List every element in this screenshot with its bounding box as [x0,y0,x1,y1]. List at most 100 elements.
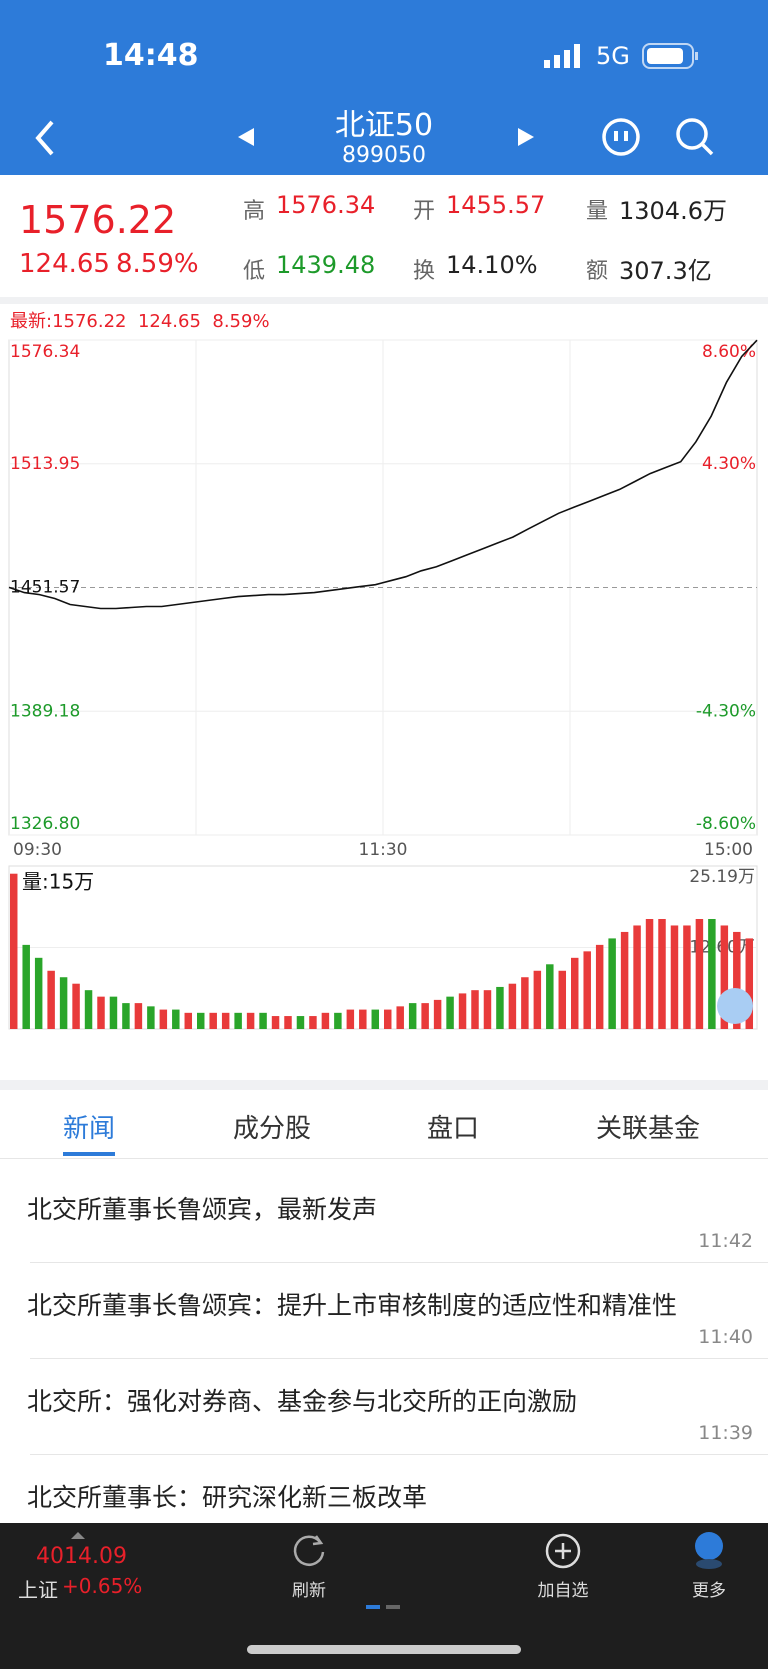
volume-bar [608,938,616,1029]
y-tick-label: 1513.95 [10,454,80,474]
x-tick-label: 11:30 [359,840,408,860]
volume-bar [209,1012,217,1029]
volume-bar [34,957,43,1029]
volume-bar [84,990,93,1029]
tab[interactable]: 新闻 [62,1114,115,1144]
more-icon[interactable] [694,1530,724,1570]
volume-bar [284,1016,292,1029]
header [0,0,768,175]
volume-bar [633,925,641,1029]
battery-icon [642,43,698,69]
volume-bar [296,1016,305,1029]
tab[interactable]: 盘口 [426,1114,479,1144]
volume-bar [47,970,55,1029]
prev-button[interactable] [236,126,256,148]
volume-bar [508,983,517,1029]
pct-tick-label: 4.30% [702,454,756,474]
volume-bar [558,970,567,1029]
volume-bar [122,1003,130,1029]
volume-bar [72,983,80,1029]
news-divider [30,1358,768,1359]
volume-bar [720,925,729,1029]
volume-bar [620,931,629,1029]
btn-more[interactable]: 更多 [692,1581,726,1601]
change-pct: 8.59% [116,249,199,279]
volume-bar [421,1003,429,1029]
stat-label: 高 [243,199,266,224]
volume-bar [521,977,529,1029]
divider [0,1080,768,1090]
stat-label: 换 [413,259,436,284]
stat-value: 14.10% [446,251,538,279]
volume-bar [745,938,754,1029]
volume-bar [471,990,479,1029]
search-button[interactable] [674,116,716,158]
volume-bar [396,1006,404,1029]
volume-bar [109,996,118,1029]
volume-bar [221,1012,230,1029]
tab[interactable]: 关联基金 [595,1114,700,1144]
add-icon[interactable] [544,1532,582,1570]
volume-bar [134,1003,143,1029]
btn-add[interactable]: 加自选 [537,1581,589,1601]
pct-tick-label: -8.60% [696,814,756,834]
news-title[interactable]: 北交所董事长鲁颂宾，最新发声 [27,1195,378,1224]
home-indicator [247,1645,521,1654]
volume-bar [595,944,604,1029]
volume-bar [234,1012,242,1029]
volume-bar [546,964,554,1029]
volume-bar [184,1012,193,1029]
volume-bar [197,1012,205,1029]
price: 1576.22 [19,198,177,242]
volume-bar [408,1003,417,1029]
news-title[interactable]: 北交所董事长：研究深化新三板改革 [27,1483,428,1512]
volume-bar [446,996,454,1029]
volume-bar [22,944,30,1029]
tab[interactable]: 成分股 [232,1114,311,1144]
volume-bar [259,1012,267,1029]
nav-title: 北证50 [334,108,434,143]
volume-bar [658,918,666,1029]
stat-label: 低 [243,259,266,284]
volume-bar [159,1009,168,1029]
volume-bar [708,918,716,1029]
volume-bar [346,1009,355,1029]
assistant-button[interactable] [600,116,642,158]
next-button[interactable] [516,126,536,148]
volume-bar [496,986,504,1029]
fullscreen-button[interactable] [717,988,753,1024]
latest-label: 最新:1576.22 124.65 8.59% [10,311,270,332]
stat-label: 量 [586,199,609,224]
refresh-icon[interactable] [290,1532,328,1570]
volume-bar [670,925,679,1029]
tab-underline [63,1152,115,1156]
btn-refresh[interactable]: 刷新 [292,1581,326,1601]
network: 5G [596,42,630,70]
volume-bar [10,873,18,1029]
stat-value: 307.3亿 [619,257,712,285]
change: 124.65 [19,249,110,279]
volume-bar [733,931,741,1029]
news-title[interactable]: 北交所：强化对券商、基金参与北交所的正向激励 [27,1387,578,1416]
stat-value: 1576.34 [276,191,376,219]
volume-bar [371,1009,380,1029]
volume-bar [645,918,654,1029]
y-tick-label: 1451.57 [10,578,80,598]
volume-bar [583,951,591,1029]
index-name[interactable]: 上证 [18,1578,58,1602]
page-dot [366,1605,380,1609]
page-dot [386,1605,400,1609]
back-button[interactable] [30,118,60,158]
volume-bar [147,1006,155,1029]
expand-arrow[interactable] [70,1530,86,1540]
volume-bar [321,1012,330,1029]
y-tick-label: 1326.80 [10,814,80,834]
status-time: 14:48 [103,38,199,73]
news-title[interactable]: 北交所董事长鲁颂宾：提升上市审核制度的适应性和精准性 [27,1291,678,1320]
volume-bar [59,977,68,1029]
index-value[interactable]: 4014.09 [36,1544,127,1569]
volume-bar [246,1012,255,1029]
index-change[interactable]: +0.65% [62,1574,143,1598]
